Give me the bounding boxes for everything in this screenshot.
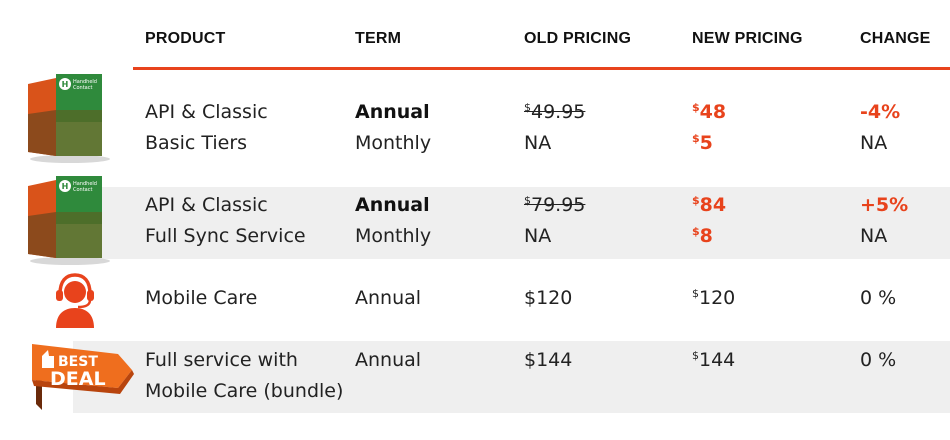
best-deal-badge-icon: BEST DEAL: [32, 344, 134, 410]
row3-old-price: $120: [524, 287, 573, 309]
svg-text:DEAL: DEAL: [50, 368, 106, 390]
row3-new-price: $120: [692, 287, 736, 309]
row4-old-price: $144: [524, 349, 573, 371]
row4-new-price: $144: [692, 349, 736, 371]
row1-change: -4% NA: [860, 101, 901, 154]
svg-text:BEST: BEST: [58, 354, 98, 370]
svg-text:Contact: Contact: [73, 85, 92, 91]
header-old-pricing: OLD PRICING: [524, 30, 632, 47]
header-product: PRODUCT: [145, 30, 226, 47]
row4-product: Full service with Mobile Care (bundle): [145, 349, 344, 402]
header-divider: [133, 67, 950, 70]
header-new-pricing: NEW PRICING: [692, 30, 803, 47]
row3-term: Annual: [355, 287, 422, 309]
svg-text:H: H: [62, 80, 69, 89]
row1-new-price: $48 $5: [692, 101, 727, 154]
svg-text:H: H: [62, 182, 69, 191]
headset-support-icon: [56, 273, 94, 328]
header-term: TERM: [355, 30, 402, 47]
row3-product: Mobile Care: [145, 287, 258, 309]
row1-term: Annual Monthly: [355, 101, 432, 154]
svg-text:Handheld: Handheld: [73, 79, 97, 85]
product-box-icon: H Handheld Contact: [28, 176, 110, 265]
row1-product: API & Classic Basic Tiers: [145, 101, 268, 154]
svg-text:Handheld: Handheld: [73, 181, 97, 187]
row2-old-price: $79.95 NA: [524, 194, 586, 247]
row2-change: +5% NA: [860, 194, 909, 247]
row-band-2: [73, 187, 950, 259]
row3-change: 0 %: [860, 287, 897, 309]
row4-change: 0 %: [860, 349, 897, 371]
row2-product: API & Classic Full Sync Service: [145, 194, 306, 247]
row2-new-price: $84 $8: [692, 194, 727, 247]
row1-old-price: $49.95 NA: [524, 101, 586, 154]
row2-term: Annual Monthly: [355, 194, 432, 247]
product-box-icon: H Handheld Contact: [28, 74, 110, 163]
row-band-4: [73, 341, 950, 413]
row4-term: Annual: [355, 349, 422, 371]
svg-text:Contact: Contact: [73, 187, 92, 193]
header-change: CHANGE: [860, 30, 931, 47]
